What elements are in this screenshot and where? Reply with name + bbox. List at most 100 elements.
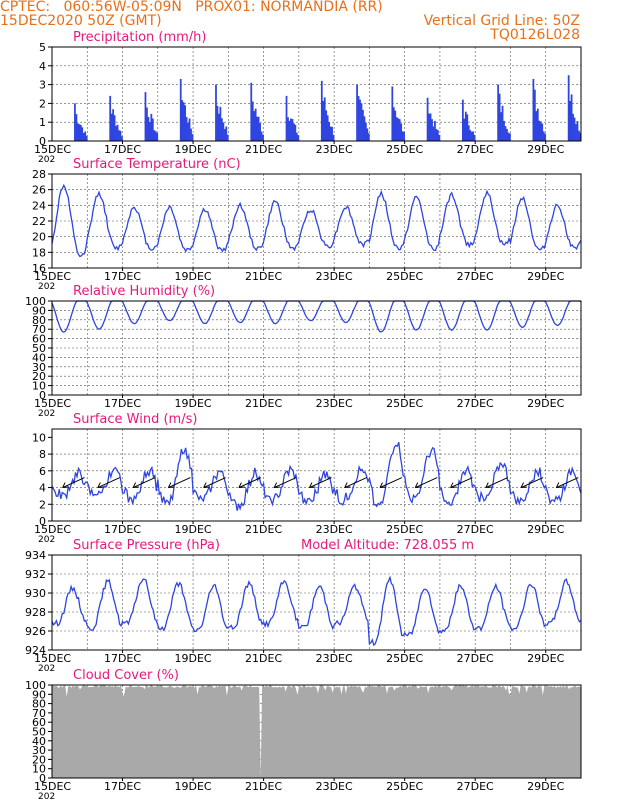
pressure-ytick-label: 934 xyxy=(25,549,46,562)
temperature-ytick-label: 22 xyxy=(32,215,46,228)
pressure-xtick-label: 25DEC xyxy=(386,652,423,665)
wind-arrow xyxy=(344,477,367,489)
temperature-xtick-label: 29DEC xyxy=(527,270,564,283)
precipitation-bar xyxy=(85,135,88,141)
precipitation-xtick-label: 23DEC xyxy=(316,143,353,156)
precipitation-bar xyxy=(78,124,81,141)
precipitation-bar xyxy=(218,113,220,141)
precipitation-bar xyxy=(503,120,505,141)
precipitation-bar xyxy=(251,101,254,141)
precipitation-bar xyxy=(84,131,87,141)
precipitation-xstart-label: 15DEC xyxy=(34,143,71,156)
temperature-panel xyxy=(48,173,582,271)
precipitation-bar xyxy=(118,130,120,141)
humidity-title: Relative Humidity (%) xyxy=(73,284,215,299)
humidity-ytick-label: 60 xyxy=(32,333,46,346)
wind-arrow xyxy=(132,477,156,489)
cloud-ytick-label: 80 xyxy=(32,698,46,711)
precipitation-bar xyxy=(435,129,438,141)
precipitation-xtick-label: 17DEC xyxy=(104,143,141,156)
precipitation-bar xyxy=(392,107,395,141)
wind-arrow-head xyxy=(308,482,316,489)
precipitation-bar xyxy=(538,120,541,141)
cloud-xtick-label: 23DEC xyxy=(316,780,353,793)
precipitation-bar xyxy=(466,114,469,141)
humidity-ytick-label: 10 xyxy=(32,380,46,393)
precipitation-bar xyxy=(470,131,473,141)
temperature-ytick-label: 28 xyxy=(32,168,46,181)
precipitation-bar xyxy=(426,97,429,141)
pressure-xtick-label: 17DEC xyxy=(104,652,141,665)
precipitation-bar xyxy=(82,132,85,141)
humidity-xtick-label: 27DEC xyxy=(457,397,494,410)
header-line1-right: Vertical Grid Line: 50Z xyxy=(423,13,580,29)
humidity-ytick-label: 50 xyxy=(32,342,46,355)
precipitation-bar xyxy=(185,117,188,141)
precipitation-bar xyxy=(74,103,76,141)
precipitation-bar xyxy=(500,112,502,141)
precipitation-bar xyxy=(110,113,113,141)
precipitation-bar xyxy=(222,122,225,141)
precipitation-bar xyxy=(147,116,150,141)
precipitation-panel xyxy=(48,46,582,144)
precipitation-bar xyxy=(329,126,332,141)
humidity-ytick-label: 70 xyxy=(32,323,46,336)
precipitation-bar xyxy=(190,128,192,141)
wind-arrow-head xyxy=(344,482,351,489)
precipitation-bar xyxy=(257,116,260,141)
pressure-xtick-label: 23DEC xyxy=(316,652,353,665)
wind-arrow-head xyxy=(273,482,281,489)
pressure-ytick-label: 932 xyxy=(25,568,46,581)
humidity-xtick-label: 23DEC xyxy=(316,397,353,410)
precipitation-bar xyxy=(331,126,333,141)
precipitation-ytick-label: 2 xyxy=(39,97,46,110)
precipitation-bar xyxy=(76,123,79,141)
precipitation-bar xyxy=(116,124,119,141)
precipitation-bar xyxy=(253,111,256,141)
humidity-series-line xyxy=(51,300,582,333)
cloud-xtick-label: 25DEC xyxy=(386,780,423,793)
wind-xtick-label: 19DEC xyxy=(175,523,212,536)
wind-arrow-head xyxy=(238,482,245,489)
humidity-xtick-label: 19DEC xyxy=(175,397,212,410)
precipitation-bar xyxy=(144,92,147,141)
precipitation-bar xyxy=(575,124,577,141)
humidity-ytick-label: 100 xyxy=(25,295,46,308)
precipitation-ytick-label: 1 xyxy=(39,116,46,129)
precipitation-bar xyxy=(576,121,579,141)
wind-arrow xyxy=(485,477,508,489)
precipitation-xtick-label: 21DEC xyxy=(245,143,282,156)
precipitation-bar xyxy=(501,105,504,141)
precipitation-bar xyxy=(464,111,467,141)
temperature-xstart-year: 202 xyxy=(38,282,55,292)
precipitation-bar xyxy=(288,120,291,141)
precipitation-bar xyxy=(81,127,84,141)
cloud-ytick-label: 50 xyxy=(32,726,46,739)
humidity-xtick-label: 29DEC xyxy=(527,397,564,410)
precipitation-bar xyxy=(119,130,122,141)
wind-arrow-head xyxy=(520,482,528,489)
wind-ytick-label: 4 xyxy=(39,482,46,495)
precipitation-bar xyxy=(431,119,433,141)
precipitation-xtick-label: 27DEC xyxy=(457,143,494,156)
precipitation-bar xyxy=(463,118,466,141)
precipitation-bar xyxy=(75,114,78,141)
precipitation-bar xyxy=(184,105,187,141)
pressure-frame xyxy=(51,554,582,651)
cloud-ytick-label: 0 xyxy=(39,772,46,785)
precipitation-bar xyxy=(394,110,397,141)
wind-title: Surface Wind (m/s) xyxy=(73,412,197,427)
temperature-xtick-label: 25DEC xyxy=(386,270,423,283)
precipitation-bar xyxy=(220,118,223,141)
temperature-title: Surface Temperature (nC) xyxy=(73,157,241,172)
precipitation-bar xyxy=(148,122,151,141)
precipitation-bar xyxy=(579,132,582,141)
wind-arrow-head xyxy=(379,482,387,489)
wind-arrow xyxy=(379,477,403,489)
precipitation-bar xyxy=(573,117,576,141)
humidity-ytick-label: 30 xyxy=(32,361,46,374)
precipitation-bar xyxy=(191,134,194,141)
wind-arrow xyxy=(450,477,473,489)
pressure-title: Surface Pressure (hPa) xyxy=(73,538,220,553)
wind-arrow-head xyxy=(450,482,457,489)
